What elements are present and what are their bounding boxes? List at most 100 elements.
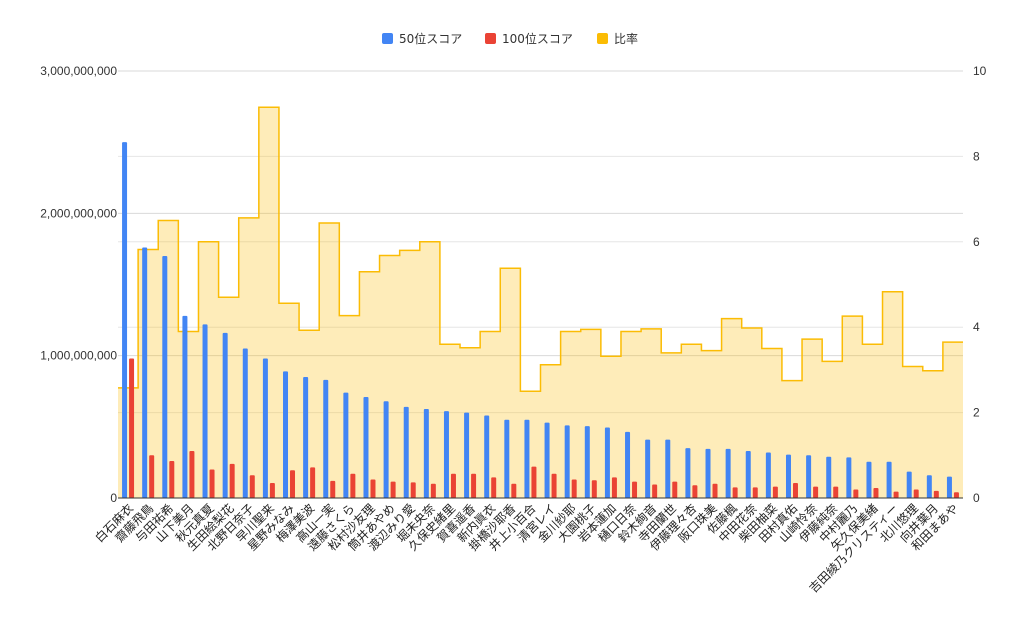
bar-100 [229,463,235,498]
bar-100 [450,473,456,498]
ratio-area-fill [118,107,963,499]
bar-50 [826,456,832,498]
bar-100 [913,489,919,498]
bar-100 [893,491,899,498]
bar-100 [149,455,155,498]
bar-100 [310,467,316,498]
bar-100 [712,483,718,498]
bar-100 [571,479,577,498]
bar-50 [866,461,872,498]
bar-100 [792,483,798,498]
bar-50 [383,401,389,498]
bar-50 [846,457,852,498]
right-tick-label: 10 [973,64,987,78]
bar-50 [765,452,771,498]
bar-50 [544,422,550,498]
bar-100 [551,473,557,498]
category-labels: 白石麻衣齋藤飛鳥与田祐希山下美月秋元真夏生田絵梨花北野日奈子早川聖来星野みなみ梅… [92,501,961,596]
bar-100 [591,480,597,498]
bar-50 [443,411,449,498]
legend-swatch-50 [382,33,393,44]
bars [122,142,959,498]
bar-100 [209,469,215,498]
bar-50 [946,476,952,498]
bar-100 [953,492,959,498]
bar-50 [202,324,208,498]
bar-50 [665,439,671,498]
bar-50 [625,431,631,498]
bar-50 [142,247,148,498]
right-tick-label: 6 [973,235,980,249]
bar-100 [410,482,416,498]
bar-50 [584,426,590,498]
bar-50 [403,406,409,498]
bar-50 [323,379,329,498]
left-tick-label: 0 [110,491,117,505]
ratio-line [118,106,963,392]
bar-100 [873,488,879,498]
bar-100 [813,486,819,498]
bar-100 [290,470,296,498]
bar-50 [122,142,128,498]
bar-100 [752,487,758,498]
bar-50 [303,377,309,498]
left-tick-label: 2,000,000,000 [40,206,117,220]
bar-100 [652,484,658,498]
bar-100 [169,460,175,498]
right-tick-label: 8 [973,149,980,163]
bar-50 [705,448,711,498]
left-tick-label: 3,000,000,000 [40,64,117,78]
bar-100 [390,481,396,498]
bar-100 [672,481,678,498]
legend-label-100: 100位スコア [502,31,573,46]
bar-50 [464,412,470,498]
bar-100 [330,480,336,498]
bar-50 [725,448,731,498]
bar-50 [182,315,188,498]
bar-50 [162,256,168,498]
bar-100 [511,483,517,498]
legend-label-ratio: 比率 [614,31,638,46]
bar-50 [343,392,349,498]
bar-50 [524,419,530,498]
bar-50 [242,348,248,498]
bar-50 [785,454,791,498]
bar-50 [926,475,932,498]
bar-100 [732,487,738,498]
bar-100 [269,483,275,498]
left-tick-label: 1,000,000,000 [40,349,117,363]
bar-50 [604,427,610,498]
bar-100 [692,485,698,498]
axes: 0 1,000,000,000 2,000,000,000 3,000,000,000… [40,64,986,505]
bar-50 [906,471,912,498]
bar-50 [283,371,289,498]
bar-50 [685,448,691,498]
bar-100 [471,473,477,498]
legend: 50位スコア 100位スコア 比率 [382,31,638,46]
bar-100 [129,358,135,498]
bar-100 [632,481,638,498]
bar-100 [491,477,497,498]
bar-50 [262,358,268,498]
bar-50 [504,419,510,498]
legend-swatch-100 [485,33,496,44]
legend-swatch-ratio [597,33,608,44]
bar-50 [645,439,651,498]
bar-50 [363,396,369,498]
bar-50 [564,425,570,498]
bar-50 [222,332,228,498]
bar-100 [430,483,436,498]
bar-100 [853,489,859,498]
bar-100 [933,490,939,498]
bar-100 [249,475,255,498]
bar-100 [531,466,537,498]
bar-100 [772,486,778,498]
ratio-area [118,106,963,499]
bar-100 [189,451,195,498]
bar-50 [806,455,812,498]
right-tick-label: 4 [973,320,980,334]
right-tick-label: 2 [973,406,980,420]
bar-50 [886,461,892,498]
bar-100 [611,477,617,498]
